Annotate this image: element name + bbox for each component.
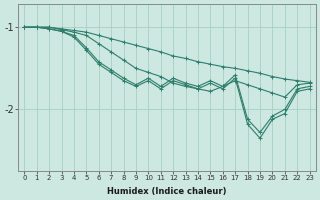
X-axis label: Humidex (Indice chaleur): Humidex (Indice chaleur) (107, 187, 227, 196)
